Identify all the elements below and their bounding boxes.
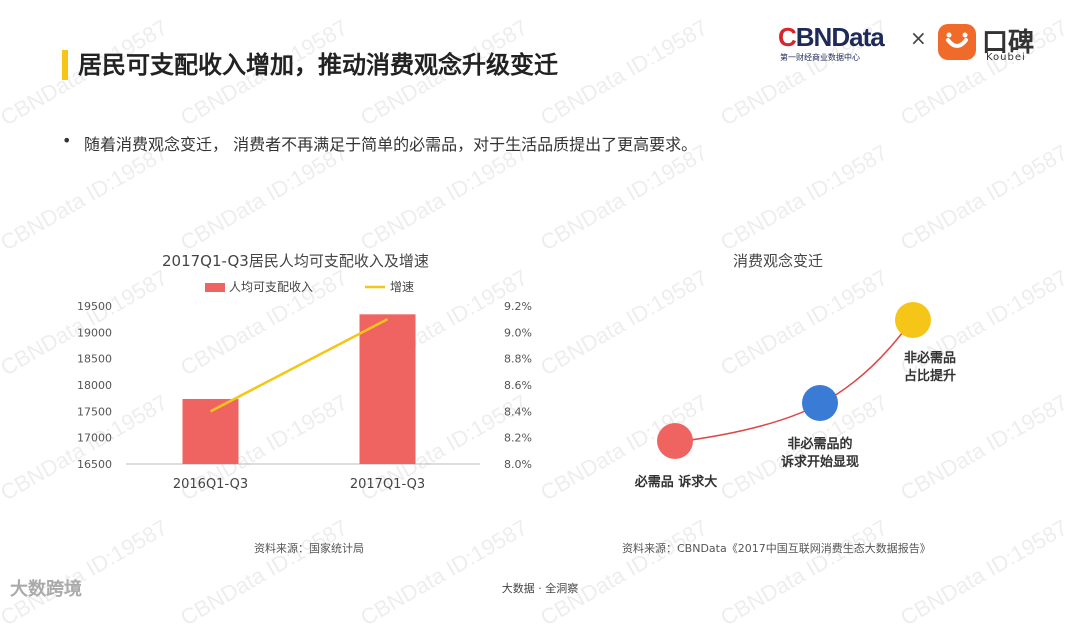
income-chart-title: 2017Q1-Q3居民人均可支配收入及增速 [162,250,429,271]
koubei-logo-icon [936,22,978,62]
stage-circle-3 [895,302,931,338]
y-left-tick-label: 17000 [77,432,112,445]
footer-text: 大数据 · 全洞察 [0,580,1080,596]
watermark-text: CBNData ID:19587 [536,515,712,631]
watermark-text: CBNData ID:19587 [536,140,712,257]
logo-cross: × [910,26,927,50]
stage-2-line2: 诉求开始显现 [770,454,870,472]
y-left-tick-label: 19500 [77,300,112,313]
watermark-text: CBNData ID:19587 [716,515,892,631]
concept-curve [676,320,912,442]
watermark-text: CBNData ID:19587 [536,15,712,132]
cbndata-logo-subtitle: 第一财经商业数据中心 [780,52,860,63]
income-chart: 人均可支配收入 增速 16500 17000 17500 18000 18500 19000… [60,274,620,514]
watermark-text: CBNData ID:19587 [356,515,532,631]
stage-1-line1: 必需品 诉求大 [626,474,726,492]
title-accent-bar [62,50,68,80]
stage-3-line2: 占比提升 [880,368,980,386]
legend-label-bar: 人均可支配收入 [229,280,313,294]
watermark-text: CBNData ID:19587 [896,140,1072,257]
y-right-tick-label: 9.2% [504,300,532,313]
y-left-tick-label: 19000 [77,326,112,339]
y-left-tick-label: 16500 [77,458,112,471]
cbndata-logo: CBNData [778,22,884,53]
left-source: 资料来源：国家统计局 [254,540,364,556]
legend-swatch-bar [205,283,225,292]
y-right-tick-label: 9.0% [504,326,532,339]
x-tick-label: 2017Q1-Q3 [350,477,425,492]
x-tick-label: 2016Q1-Q3 [173,477,248,492]
watermark-text: CBNData ID:19587 [176,140,352,257]
income-bar [183,399,239,464]
stage-3-line1: 非必需品 [880,350,980,368]
y-right-tick-label: 8.6% [504,379,532,392]
stage-label-3: 非必需品 占比提升 [880,350,980,386]
income-bar [360,314,416,464]
y-right-tick-label: 8.8% [504,353,532,366]
y-left-tick-label: 18500 [77,353,112,366]
legend-label-line: 增速 [390,280,414,294]
bullet-text: 随着消费观念变迁， 消费者不再满足于简单的必需品，对于生活品质提出了更高要求。 [84,131,697,155]
header-logos: CBNData 第一财经商业数据中心 × 口碑 Koubei [778,20,1058,64]
koubei-logo-en: Koubei [986,52,1026,63]
stage-label-2: 非必需品的 诉求开始显现 [770,436,870,472]
watermark-text: CBNData ID:19587 [896,515,1072,631]
bullet-dot: • [62,131,71,150]
stage-label-1: 必需品 诉求大 [626,474,726,492]
right-source: 资料来源：CBNData《2017中国互联网消费生态大数据报告》 [622,540,931,556]
watermark-text: CBNData ID:19587 [356,140,532,257]
y-left-tick-label: 18000 [77,379,112,392]
y-left-tick-label: 17500 [77,405,112,418]
stage-circle-1 [657,423,693,459]
concept-diagram-title: 消费观念变迁 [733,250,823,271]
y-right-tick-label: 8.4% [504,405,532,418]
y-right-tick-label: 8.2% [504,432,532,445]
page-title: 居民可支配收入增加，推动消费观念升级变迁 [78,50,558,80]
watermark-text: CBNData ID:19587 [0,515,172,631]
stage-2-line1: 非必需品的 [770,436,870,454]
watermark-text: CBNData ID:19587 [176,515,352,631]
stage-circle-2 [802,385,838,421]
watermark-text: CBNData ID:19587 [0,140,172,257]
watermark-text: CBNData ID:19587 [716,140,892,257]
y-right-tick-label: 8.0% [504,458,532,471]
